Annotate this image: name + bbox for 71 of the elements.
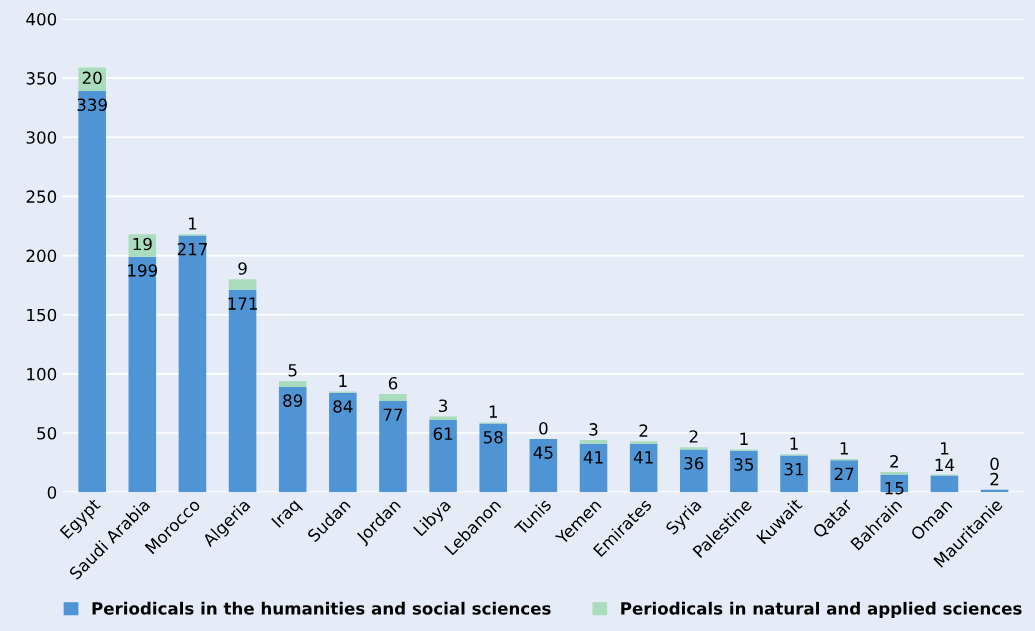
data-label: 3 [439,399,448,413]
bar [629,443,658,493]
bar [278,386,307,493]
bar [679,449,708,493]
data-label: 0 [539,421,548,435]
legend-label: Periodicals in natural and applied sciences [621,601,1022,618]
data-label: 77 [383,408,403,421]
data-label: 41 [633,451,653,464]
data-label: 31 [784,462,804,476]
data-label: 1 [489,405,498,418]
bar [830,460,858,493]
bar [278,380,307,387]
bar [128,256,157,493]
bar [529,438,558,493]
bar [178,235,207,493]
bar [78,91,106,493]
bar [629,441,658,444]
bar [479,423,508,493]
data-label: 35 [734,458,754,471]
data-label: 45 [533,446,553,459]
data-label: 6 [388,376,398,390]
bar [930,475,959,493]
data-label: 15 [885,482,904,495]
data-label: 3 [589,423,598,436]
bar [679,447,708,450]
y-tick-label: 100 [27,367,57,381]
x-tick-label: Iraq [271,498,304,531]
data-label: 5 [288,364,297,377]
data-label: 1 [840,442,848,455]
bar [228,279,257,290]
data-label: 1 [940,442,949,455]
data-label: 14 [935,458,955,471]
data-label: 61 [433,427,453,441]
data-label: 2 [639,424,648,437]
data-label: 20 [82,71,102,85]
data-label: 36 [684,456,704,470]
data-label: 41 [583,451,603,464]
data-label: 2 [689,430,698,443]
data-label: 19 [133,237,152,251]
y-tick-label: 50 [37,426,57,440]
bar [379,401,407,493]
data-label: 27 [834,467,854,480]
data-label: 2 [990,472,999,486]
y-tick-label: 250 [26,190,57,203]
data-label: 1 [339,374,347,387]
data-label: 84 [333,400,353,413]
y-tick-label: 0 [47,486,57,499]
y-tick-label: 400 [26,12,57,26]
bar [579,443,608,493]
bar [78,67,106,92]
y-tick-label: 300 [26,131,57,144]
data-label: 0 [990,457,999,471]
data-label: 2 [890,455,898,468]
bar [429,420,457,493]
bar [780,455,808,493]
bar [228,289,257,493]
bar [329,392,357,493]
y-tick-label: 150 [27,308,57,322]
data-label: 1 [790,437,798,450]
y-tick-label: 350 [26,72,57,85]
data-label: 58 [483,430,503,444]
bar [730,450,758,493]
legend-label: Periodicals in the humanities and social sciences [92,601,551,615]
bar [429,416,457,421]
data-label: 9 [238,262,247,275]
data-label: 1 [188,217,197,230]
data-label: 89 [283,394,303,407]
bar [579,440,608,444]
data-label: 1 [740,432,748,445]
y-tick-label: 200 [26,249,57,263]
bar [379,393,407,402]
